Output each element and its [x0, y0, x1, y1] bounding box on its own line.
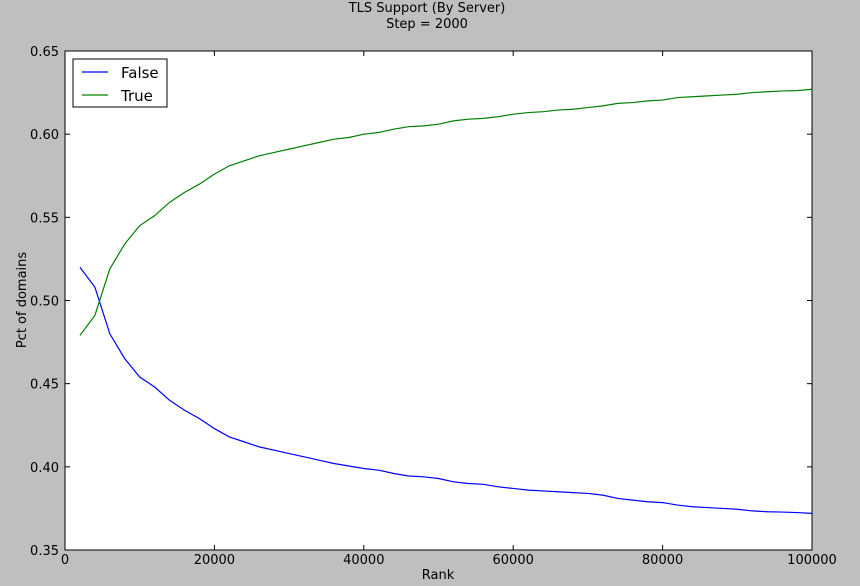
x-tick-label: 60000 [493, 553, 534, 568]
y-tick-label: 0.60 [30, 128, 59, 143]
y-tick-label: 0.65 [30, 45, 59, 60]
y-tick-label: 0.50 [30, 295, 59, 310]
legend-box [72, 58, 168, 108]
y-tick-label: 0.55 [30, 211, 59, 226]
chart-title: TLS Support (By Server) [348, 1, 506, 16]
series-layer [79, 88, 813, 515]
legend: False True [72, 58, 168, 108]
chart-subtitle: Step = 2000 [386, 17, 468, 32]
x-tick-label: 80000 [642, 553, 683, 568]
x-axis: 0 20000 40000 60000 80000 100000 [61, 51, 837, 568]
x-axis-label: Rank [422, 568, 455, 583]
y-axis-label: Pct of domains [15, 252, 30, 349]
legend-true-label: True [120, 87, 153, 105]
x-tick-label: 20000 [194, 553, 235, 568]
x-tick-label: 40000 [343, 553, 384, 568]
series-line-true [79, 88, 813, 336]
series-line-false [79, 266, 813, 515]
y-tick-label: 0.40 [30, 461, 59, 476]
plot-area [64, 50, 813, 551]
y-axis: 0.35 0.40 0.45 0.50 0.55 0.60 0.65 [30, 45, 812, 559]
y-tick-label: 0.45 [30, 378, 59, 393]
y-tick-label: 0.35 [30, 544, 59, 559]
x-tick-label: 0 [61, 553, 69, 568]
legend-false-label: False [121, 64, 159, 82]
x-tick-label: 100000 [787, 553, 837, 568]
